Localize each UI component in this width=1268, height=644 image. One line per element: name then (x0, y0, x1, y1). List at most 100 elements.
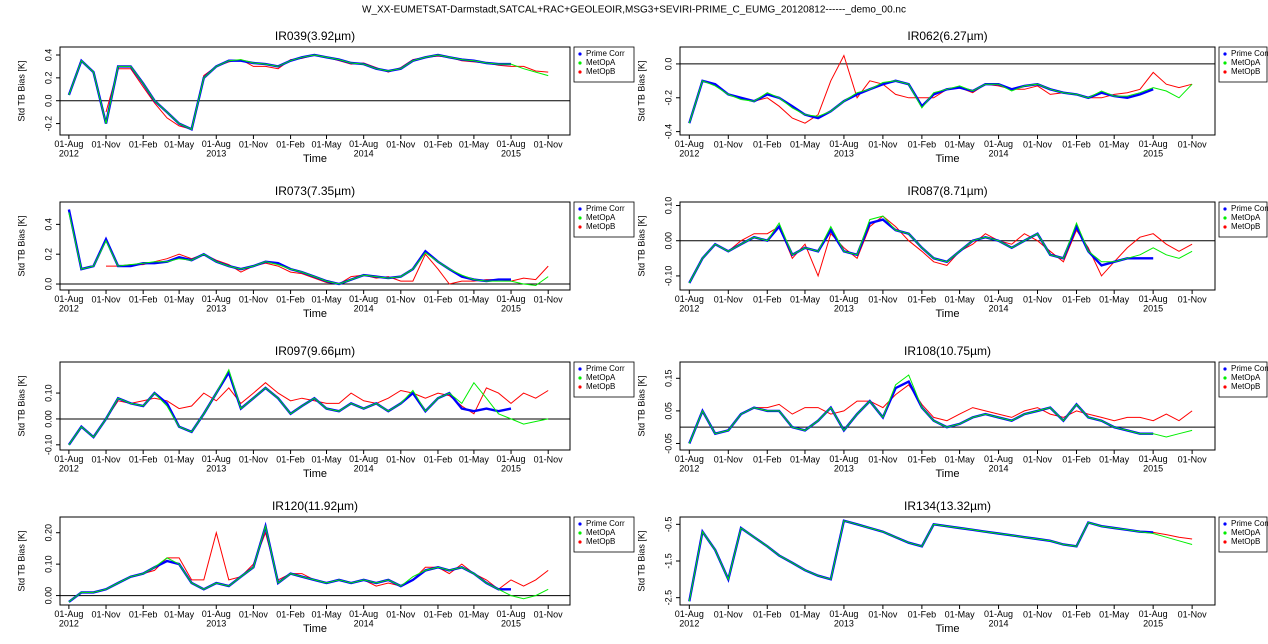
panel: IR108(10.75µm) -0.05 0.05 0.15 01-Aug 2012 01-… (636, 344, 1268, 480)
series-line (688, 215, 1193, 284)
series-line (688, 80, 1193, 124)
y-tick-label: -1.5 (663, 553, 673, 569)
y-axis-label: Std TB Bias [K] (636, 531, 646, 592)
legend-label: Prime Corr (586, 204, 625, 213)
x-tick-label: 01-Aug 2012 (675, 609, 704, 628)
panel: IR134(13.32µm) -2.5 -1.5 -0.5 01-Aug 2012 01-N… (636, 499, 1268, 635)
legend-label: Prime Corr (586, 49, 625, 58)
series-line (67, 53, 511, 131)
x-tick-label: 01-Aug 2014 (984, 139, 1013, 158)
x-tick-label: 01-Aug 2012 (675, 454, 704, 473)
y-tick-label: -0.10 (43, 435, 53, 456)
x-tick-label: 01-Aug 2012 (675, 294, 704, 313)
x-tick-label: 01-Feb (276, 609, 305, 619)
x-tick-label: 01-Nov (92, 294, 122, 304)
y-tick-label: -0.05 (663, 433, 673, 454)
x-tick-label: 01-Nov (1178, 294, 1208, 304)
series-line (106, 253, 549, 285)
legend-label: MetOpB (586, 67, 615, 76)
legend-label: MetOpA (586, 528, 616, 537)
x-tick-label: 01-Aug 2015 (1139, 139, 1168, 158)
x-tick-label: 01-Aug 2015 (1139, 454, 1168, 473)
legend-box (573, 201, 635, 238)
x-axis-label: Time (303, 308, 327, 320)
legend-marker (578, 376, 582, 380)
x-tick-label: 01-Aug 2015 (497, 139, 526, 158)
x-tick-label: 01-Nov (714, 139, 744, 149)
x-tick-label: 01-Feb (908, 609, 937, 619)
legend-marker (578, 531, 582, 535)
legend-label: MetOpA (586, 58, 616, 67)
y-tick-label: 0.10 (43, 555, 53, 573)
legend-label: MetOpA (1231, 373, 1261, 382)
x-tick-label: 01-May (312, 139, 343, 149)
x-tick-label: 01-Aug 2013 (829, 454, 858, 473)
x-tick-label: 01-May (312, 609, 343, 619)
legend-marker (578, 367, 582, 371)
series-line (727, 384, 1193, 431)
legend-marker (1223, 531, 1227, 535)
x-tick-label: 01-Aug 2012 (54, 609, 83, 628)
x-tick-label: 01-Nov (1178, 139, 1208, 149)
chart-title: IR062(6.27µm) (907, 29, 987, 43)
x-tick-label: 01-Aug 2014 (984, 294, 1013, 313)
x-tick-label: 01-Nov (92, 609, 122, 619)
x-tick-label: 01-Feb (753, 294, 782, 304)
x-tick-label: 01-Aug 2013 (202, 609, 231, 628)
x-tick-label: 01-Nov (714, 294, 744, 304)
series-line (67, 209, 511, 286)
x-tick-label: 01-Nov (868, 609, 898, 619)
plot-frame (679, 201, 1216, 291)
series-line (688, 520, 1193, 602)
x-tick-label: 01-Nov (1023, 454, 1053, 464)
y-tick-label: 0.0 (43, 94, 53, 107)
legend-label: MetOpB (586, 222, 615, 231)
legend-label: Prime Corr (1231, 364, 1268, 373)
x-tick-label: 01-May (312, 294, 343, 304)
plot-frame (59, 516, 571, 606)
x-tick-label: 01-Nov (92, 139, 122, 149)
x-tick-label: 01-Feb (753, 454, 782, 464)
y-axis-label: Std TB Bias [K] (636, 376, 646, 437)
y-tick-label: -0.2 (663, 90, 673, 106)
x-tick-label: 01-May (312, 454, 343, 464)
legend-label: Prime Corr (1231, 49, 1268, 58)
x-tick-label: 01-Aug 2013 (829, 609, 858, 628)
x-tick-label: 01-May (945, 454, 976, 464)
y-tick-label: 0.2 (43, 248, 53, 261)
x-axis-label: Time (303, 623, 327, 635)
x-tick-label: 01-Nov (534, 139, 564, 149)
y-axis-label: Std TB Bias [K] (636, 216, 646, 277)
legend-marker (578, 522, 582, 526)
x-tick-label: 01-Nov (386, 294, 416, 304)
x-tick-label: 01-Feb (1062, 454, 1091, 464)
x-tick-label: 01-Feb (1062, 294, 1091, 304)
y-tick-label: -0.5 (663, 517, 673, 533)
x-tick-label: 01-Feb (276, 294, 305, 304)
x-tick-label: 01-May (459, 294, 490, 304)
x-tick-label: 01-May (945, 294, 976, 304)
series-line (68, 524, 549, 603)
legend-label: MetOpB (1231, 67, 1260, 76)
y-tick-label: 0.10 (43, 384, 53, 402)
legend-marker (578, 216, 582, 220)
chart-title: IR073(7.35µm) (275, 184, 355, 198)
legend-box (1218, 516, 1268, 553)
x-tick-label: 01-Feb (276, 454, 305, 464)
x-tick-label: 01-Nov (714, 454, 744, 464)
y-tick-label: 0.2 (43, 72, 53, 85)
x-tick-label: 01-Feb (424, 454, 453, 464)
x-tick-label: 01-Aug 2013 (829, 294, 858, 313)
y-tick-label: 0.15 (663, 370, 673, 388)
x-axis-label: Time (935, 468, 959, 480)
y-axis-label: Std TB Bias [K] (16, 61, 26, 122)
x-tick-label: 01-Feb (424, 294, 453, 304)
x-tick-label: 01-Feb (908, 139, 937, 149)
x-tick-label: 01-May (459, 454, 490, 464)
series-line (68, 54, 549, 131)
x-tick-label: 01-Aug 2014 (984, 609, 1013, 628)
x-tick-label: 01-Aug 2014 (349, 139, 378, 158)
legend-label: Prime Corr (586, 519, 625, 528)
x-tick-label: 01-Feb (129, 294, 158, 304)
